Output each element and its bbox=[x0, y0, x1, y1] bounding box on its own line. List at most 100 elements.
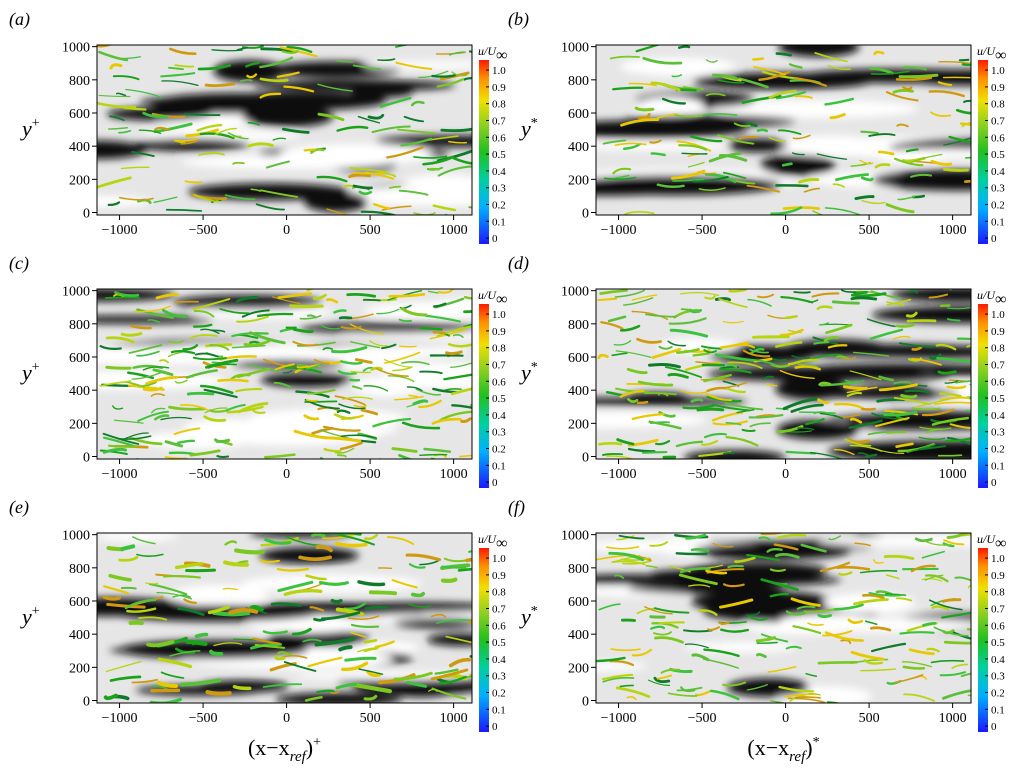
y-tick-label: 600 bbox=[69, 107, 90, 122]
vortex-structure bbox=[869, 328, 904, 340]
vortex-structure bbox=[145, 375, 178, 386]
vortex-structure bbox=[597, 353, 609, 360]
vortex-structure bbox=[350, 370, 372, 374]
vortex-structure bbox=[756, 128, 768, 133]
vortex-structure bbox=[109, 115, 125, 122]
colorbar-tick-label: 0.3 bbox=[492, 183, 506, 195]
vortex-structure bbox=[293, 429, 328, 440]
y-tick-label: 0 bbox=[83, 695, 90, 710]
vortex-structure bbox=[97, 102, 137, 109]
vortex-structure bbox=[465, 557, 472, 563]
vortex-structure bbox=[895, 442, 914, 448]
vortex-structure bbox=[427, 289, 430, 290]
vortex-structure bbox=[806, 299, 819, 304]
vortex-structure bbox=[885, 203, 915, 214]
vortex-structure bbox=[247, 121, 260, 126]
vortex-structure bbox=[724, 402, 764, 411]
colorbar-title: u/U∞ bbox=[478, 532, 507, 552]
vortex-structure bbox=[800, 543, 827, 553]
vortex-structure bbox=[138, 616, 168, 621]
vortex-structure bbox=[208, 409, 227, 413]
vortex-structure bbox=[403, 115, 425, 123]
vortex-structure bbox=[847, 618, 864, 624]
vortex-structure bbox=[921, 550, 945, 559]
vortex-structure bbox=[346, 293, 377, 298]
vortex-structure bbox=[397, 128, 437, 135]
vortex-structure bbox=[243, 339, 271, 347]
vortex-structure bbox=[941, 611, 971, 619]
colorbar-tick-label: 0.3 bbox=[991, 671, 1005, 683]
vortex-structure bbox=[333, 413, 356, 420]
vortex-structure bbox=[910, 173, 933, 178]
low-speed-streak bbox=[341, 185, 472, 206]
vortex-structure bbox=[334, 541, 368, 548]
vortex-structure bbox=[321, 534, 354, 540]
colorbar-title-sub: ∞ bbox=[496, 535, 507, 552]
field-image bbox=[596, 45, 971, 215]
vortex-structure bbox=[831, 300, 860, 305]
vortex-structure bbox=[918, 436, 946, 440]
vortex-structure bbox=[432, 330, 446, 335]
vortex-structure bbox=[283, 661, 317, 672]
vortex-structure bbox=[364, 533, 378, 541]
vortex-structure bbox=[794, 696, 822, 699]
vortex-structure bbox=[627, 397, 639, 403]
vortex-structure bbox=[367, 113, 385, 120]
panel-label: (f) bbox=[508, 497, 525, 518]
vortex-structure bbox=[609, 659, 635, 667]
vortex-structure bbox=[852, 351, 890, 357]
x-tick-label: 0 bbox=[782, 711, 789, 726]
vortex-structure bbox=[164, 440, 184, 448]
vortex-structure bbox=[905, 148, 919, 153]
colorbar-tick-label: 1.0 bbox=[492, 309, 506, 321]
vortex-structure bbox=[915, 398, 949, 408]
colorbar-tick-label: 0.5 bbox=[492, 637, 506, 649]
vortex-structure bbox=[384, 351, 421, 364]
vortex-structure bbox=[664, 366, 703, 379]
vortex-structure bbox=[309, 606, 325, 612]
vortex-structure bbox=[946, 385, 967, 390]
vortex-structure bbox=[599, 289, 628, 295]
vortex-structure bbox=[406, 386, 423, 392]
vortex-structure bbox=[749, 422, 771, 428]
low-speed-streak bbox=[684, 642, 798, 653]
vortex-structure bbox=[908, 648, 935, 656]
colorbar-tick-label: 0.9 bbox=[991, 570, 1005, 582]
vortex-structure bbox=[440, 577, 458, 583]
vortex-structure bbox=[924, 574, 949, 583]
vortex-structure bbox=[895, 323, 915, 328]
vortex-structure bbox=[725, 387, 747, 394]
vortex-structure bbox=[760, 578, 799, 592]
vortex-structure bbox=[433, 302, 447, 308]
low-speed-streak bbox=[301, 345, 468, 358]
colorbar-tick-label: 0.8 bbox=[492, 587, 506, 599]
vortex-structure bbox=[429, 328, 467, 340]
colorbar bbox=[978, 60, 988, 244]
colorbar-tick-label: 0.8 bbox=[991, 99, 1005, 111]
vortex-structure bbox=[236, 46, 249, 51]
y-tick-label: 600 bbox=[69, 351, 90, 366]
vortex-structure bbox=[108, 573, 132, 582]
vortex-structure bbox=[603, 176, 637, 180]
vortex-structure bbox=[177, 607, 205, 617]
vortex-structure bbox=[717, 134, 755, 145]
vortex-structure bbox=[944, 380, 959, 384]
vortex-structure bbox=[150, 393, 166, 397]
low-speed-streak bbox=[194, 305, 331, 319]
vortex-structure bbox=[653, 607, 690, 614]
vortex-structure bbox=[194, 352, 219, 358]
vortex-structure bbox=[105, 660, 142, 673]
vortex-structure bbox=[132, 536, 156, 545]
vortex-structure bbox=[930, 659, 965, 664]
vortex-structure bbox=[690, 548, 710, 552]
vortex-structure bbox=[794, 95, 813, 99]
vortex-structure bbox=[762, 375, 774, 380]
vortex-structure bbox=[97, 176, 132, 189]
vortex-structure bbox=[366, 670, 382, 678]
vortex-structure bbox=[712, 73, 738, 80]
colorbar-tick-label: 0.1 bbox=[492, 704, 506, 716]
colorbar-tick-label: 0 bbox=[991, 721, 997, 733]
vortex-structure bbox=[645, 313, 677, 318]
vortex-structure bbox=[669, 328, 709, 338]
vortex-structure bbox=[773, 543, 799, 551]
